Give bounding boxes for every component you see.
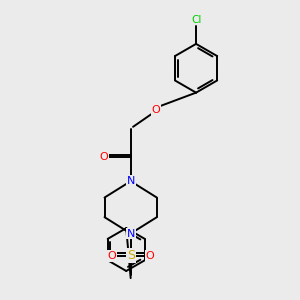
Text: O: O xyxy=(100,152,108,162)
Text: O: O xyxy=(107,251,116,261)
Text: N: N xyxy=(127,176,135,186)
Text: Cl: Cl xyxy=(191,14,201,25)
Text: N: N xyxy=(127,229,135,238)
Text: S: S xyxy=(127,249,135,262)
Text: O: O xyxy=(146,251,154,261)
Text: O: O xyxy=(152,105,160,115)
